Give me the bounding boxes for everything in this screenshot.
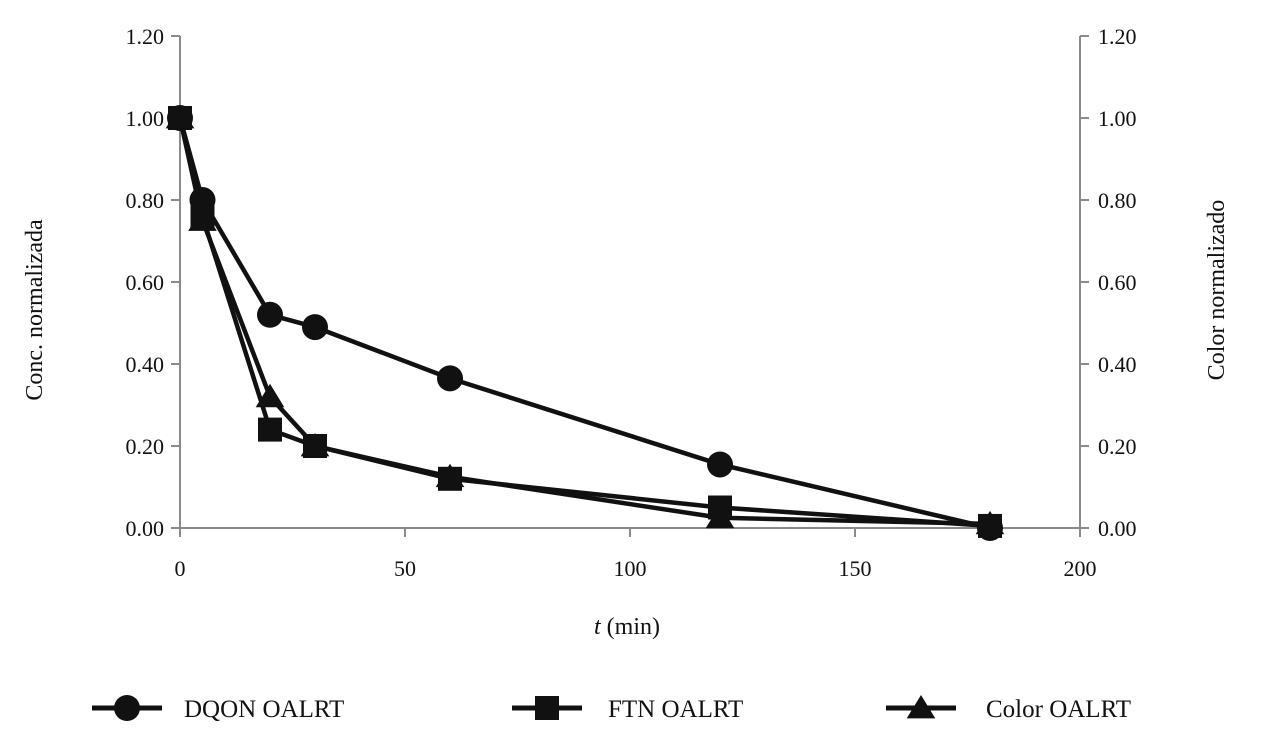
- y-tick-label-left: 0.20: [126, 434, 165, 459]
- square-marker: [258, 417, 282, 442]
- x-axis-title-italic: t: [594, 614, 602, 640]
- legend-label: DQON OALRT: [184, 696, 344, 723]
- x-tick-label: 50: [394, 556, 416, 581]
- triangle-marker: [188, 207, 217, 231]
- y-tick-label-left: 1.20: [126, 24, 165, 49]
- y-tick-label-right: 0.00: [1098, 516, 1137, 541]
- y-tick-label-left: 0.40: [126, 352, 165, 377]
- y-axis-title-left: Conc. normalizada: [22, 219, 48, 401]
- y-tick-label-right: 0.80: [1098, 188, 1137, 213]
- triangle-marker: [705, 504, 735, 529]
- y-tick-label-right: 0.20: [1098, 434, 1137, 459]
- legend: DQON OALRT FTN OALRT Color OALRT: [92, 695, 1131, 723]
- series-circle: [167, 105, 1003, 541]
- triangle-marker: [906, 695, 936, 719]
- series-line: [177, 117, 991, 527]
- y-tick-label-left: 0.80: [126, 188, 165, 213]
- x-tick-label: 100: [614, 556, 647, 581]
- series-triangle: [165, 105, 1005, 535]
- legend-item: FTN OALRT: [512, 696, 743, 723]
- circle-marker: [437, 365, 463, 392]
- y-tick-label-right: 0.60: [1098, 270, 1137, 295]
- y-tick-label-right: 0.40: [1098, 352, 1137, 377]
- y-tick-label-left: 0.60: [126, 270, 165, 295]
- legend-label: Color OALRT: [986, 696, 1131, 723]
- x-axis-title: t (min): [594, 614, 660, 640]
- series-layer: [165, 105, 1005, 541]
- triangle-marker: [300, 433, 330, 457]
- triangle-marker: [975, 510, 1005, 535]
- x-axis-title-rest: (min): [601, 614, 660, 640]
- square-marker: [535, 696, 559, 720]
- x-tick-label: 150: [839, 556, 872, 581]
- y-tick-label-right: 1.00: [1098, 106, 1137, 131]
- x-tick-label: 200: [1064, 556, 1097, 581]
- legend-item: Color OALRT: [886, 695, 1131, 723]
- circle-marker: [114, 695, 140, 721]
- axes: 0.00 0.00 0.20 0.20 0.40 0.40 0.60 0.60 0.80 0.80…: [126, 24, 1137, 581]
- legend-item: DQON OALRT: [92, 695, 344, 723]
- y-tick-label-right: 1.20: [1098, 24, 1137, 49]
- y-tick-label-left: 1.00: [126, 106, 165, 131]
- triangle-marker: [165, 105, 195, 129]
- circle-marker: [707, 451, 733, 478]
- series-line: [177, 117, 991, 531]
- y-tick-label-left: 0.00: [126, 516, 165, 541]
- triangle-marker: [255, 383, 285, 408]
- y-axis-title-right: Color normalizado: [1204, 200, 1230, 381]
- triangle-marker: [435, 463, 465, 488]
- legend-label: FTN OALRT: [608, 696, 743, 723]
- x-tick-label: 0: [175, 556, 186, 581]
- circle-marker: [257, 301, 283, 328]
- circle-marker: [302, 314, 328, 341]
